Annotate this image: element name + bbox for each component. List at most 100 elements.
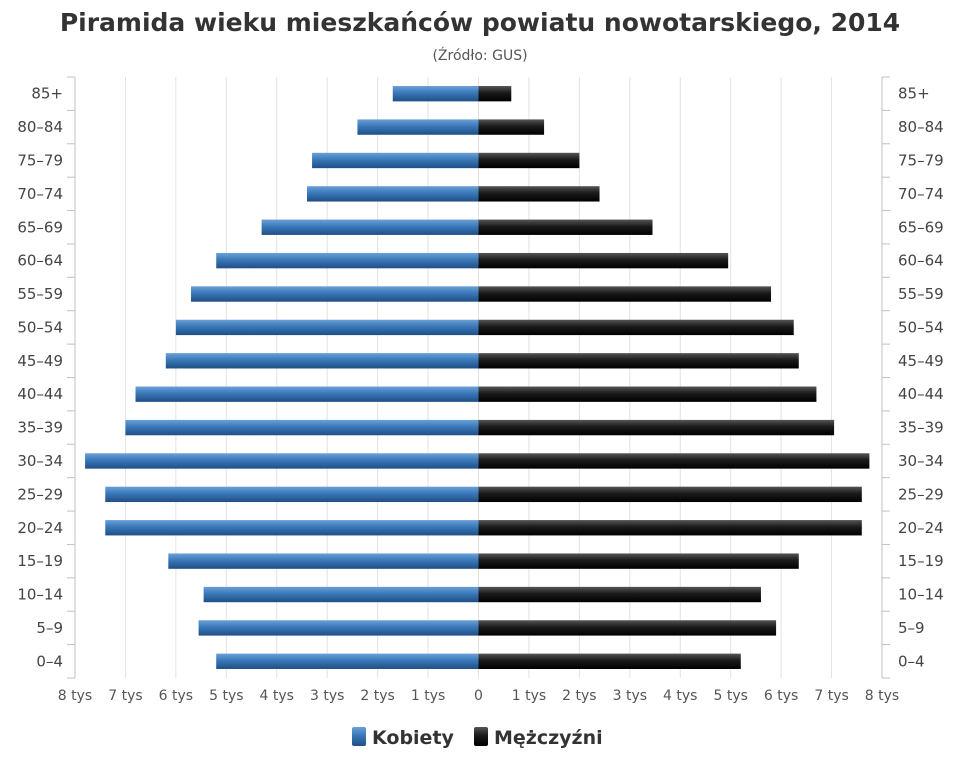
bar-male[interactable] [478, 353, 799, 369]
legend-swatch[interactable] [352, 727, 366, 746]
bars [85, 86, 870, 669]
legend[interactable]: Kobiety Mężczyźni [352, 727, 603, 749]
bar-female[interactable] [135, 386, 479, 402]
bar-male[interactable] [478, 286, 772, 302]
bar-female[interactable] [198, 620, 479, 636]
bar-female[interactable] [85, 453, 479, 469]
bar-female[interactable] [175, 319, 479, 336]
bar-female[interactable] [125, 419, 479, 436]
bar-female[interactable] [105, 520, 479, 536]
legend-item-label[interactable]: Mężczyźni [494, 727, 603, 749]
x-tick-label: 8 tys [58, 688, 92, 704]
bar-male[interactable] [478, 119, 545, 135]
category-label: 55–59 [898, 285, 944, 303]
x-tick-label: 5 tys [713, 688, 747, 704]
category-label: 60–64 [17, 252, 63, 270]
bar-male[interactable] [478, 586, 761, 603]
category-label: 25–29 [898, 485, 944, 503]
category-label: 5–9 [36, 619, 63, 637]
category-label: 15–19 [17, 552, 63, 570]
category-label: 70–74 [17, 185, 63, 203]
category-label: 40–44 [898, 385, 944, 403]
category-label: 15–19 [898, 552, 944, 570]
x-tick-label: 5 tys [209, 688, 243, 704]
category-label: 80–84 [17, 118, 63, 136]
x-tick-label: 7 tys [814, 688, 848, 704]
x-tick-label: 6 tys [764, 688, 798, 704]
bar-male[interactable] [478, 620, 777, 636]
category-label: 70–74 [898, 185, 944, 203]
bar-female[interactable] [203, 586, 479, 603]
bar-male[interactable] [478, 453, 870, 469]
category-label: 45–49 [17, 352, 63, 370]
category-labels-left: 85+ 80–84 75–79 70–74 65–69 60–64 55–59 50–54 45… [17, 85, 63, 671]
bar-male[interactable] [478, 653, 741, 669]
category-label: 50–54 [17, 318, 63, 336]
x-tick-label: 2 tys [562, 688, 596, 704]
bar-female[interactable] [216, 252, 479, 269]
bar-male[interactable] [478, 152, 580, 169]
legend-swatch[interactable] [474, 727, 488, 746]
category-label: 35–39 [898, 419, 944, 437]
category-label: 55–59 [17, 285, 63, 303]
x-tick-label: 3 tys [310, 688, 344, 704]
category-label: 85+ [898, 85, 930, 103]
bar-female[interactable] [261, 219, 479, 235]
bar-female[interactable] [168, 553, 479, 569]
category-label: 0–4 [36, 652, 63, 670]
x-tick-label: 6 tys [159, 688, 193, 704]
bar-male[interactable] [478, 520, 862, 536]
category-label: 30–34 [898, 452, 944, 470]
axes [67, 76, 890, 679]
category-label: 40–44 [17, 385, 63, 403]
x-tick-label: 4 tys [260, 688, 294, 704]
category-label: 0–4 [898, 652, 925, 670]
category-label: 25–29 [17, 485, 63, 503]
category-label: 10–14 [17, 586, 63, 604]
bar-female[interactable] [357, 119, 479, 135]
bar-male[interactable] [478, 486, 862, 503]
bar-female[interactable] [191, 286, 479, 302]
category-label: 50–54 [898, 318, 944, 336]
bar-female[interactable] [105, 486, 479, 503]
bar-male[interactable] [478, 252, 729, 269]
bar-female[interactable] [312, 152, 479, 169]
x-tick-label: 0 [474, 688, 483, 704]
bar-male[interactable] [478, 553, 799, 569]
chart-subtitle: (Źródło: GUS) [432, 46, 527, 64]
x-tick-label: 7 tys [108, 688, 142, 704]
bar-female[interactable] [216, 653, 479, 669]
x-tick-label: 1 tys [411, 688, 445, 704]
category-label: 5–9 [898, 619, 925, 637]
x-tick-label: 1 tys [512, 688, 546, 704]
category-label: 60–64 [898, 252, 944, 270]
x-tick-label: 3 tys [613, 688, 647, 704]
category-label: 10–14 [898, 586, 944, 604]
category-label: 20–24 [17, 519, 63, 537]
bar-female[interactable] [392, 86, 479, 102]
category-label: 65–69 [17, 218, 63, 236]
bar-female[interactable] [307, 186, 479, 202]
bar-male[interactable] [478, 319, 794, 336]
bar-male[interactable] [478, 186, 600, 202]
category-label: 65–69 [898, 218, 944, 236]
category-label: 85+ [31, 85, 63, 103]
category-label: 45–49 [898, 352, 944, 370]
chart-title: Piramida wieku mieszkańców powiatu nowot… [60, 8, 900, 37]
bar-male[interactable] [478, 219, 653, 235]
x-tick-labels: 8 tys 7 tys 6 tys 5 tys 4 tys 3 tys 2 tys 1 tys… [58, 688, 899, 704]
category-label: 30–34 [17, 452, 63, 470]
category-label: 75–79 [898, 151, 944, 169]
category-label: 20–24 [898, 519, 944, 537]
bar-male[interactable] [478, 419, 835, 436]
x-tick-label: 4 tys [663, 688, 697, 704]
category-label: 35–39 [17, 419, 63, 437]
bar-male[interactable] [478, 86, 512, 102]
bar-female[interactable] [165, 353, 479, 369]
x-tick-label: 2 tys [360, 688, 394, 704]
legend-item-label[interactable]: Kobiety [372, 727, 455, 749]
bar-male[interactable] [478, 386, 817, 402]
category-label: 75–79 [17, 151, 63, 169]
category-labels-right: 85+ 80–84 75–79 70–74 65–69 60–64 55–59 50–54 45… [898, 85, 944, 671]
